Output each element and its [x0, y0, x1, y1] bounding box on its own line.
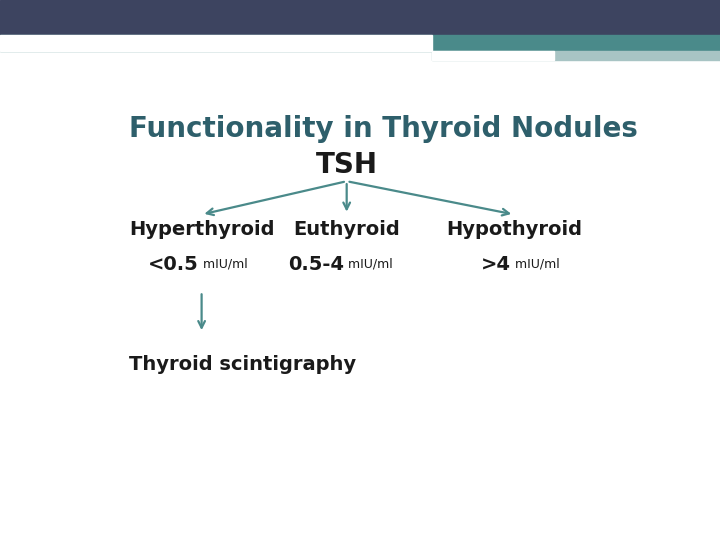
Text: Hypothyroid: Hypothyroid — [446, 220, 582, 239]
Text: Euthyroid: Euthyroid — [293, 220, 400, 239]
Text: >4: >4 — [481, 255, 511, 274]
Text: mIU/ml: mIU/ml — [511, 258, 560, 271]
Text: mIU/ml: mIU/ml — [199, 258, 248, 271]
Text: Functionality in Thyroid Nodules: Functionality in Thyroid Nodules — [129, 115, 638, 143]
Text: Thyroid scintigraphy: Thyroid scintigraphy — [129, 355, 356, 374]
Text: 0.5-4: 0.5-4 — [288, 255, 344, 274]
Text: TSH: TSH — [315, 151, 378, 179]
Text: Hyperthyroid: Hyperthyroid — [129, 220, 274, 239]
Text: mIU/ml: mIU/ml — [344, 258, 392, 271]
Text: <0.5: <0.5 — [148, 255, 199, 274]
